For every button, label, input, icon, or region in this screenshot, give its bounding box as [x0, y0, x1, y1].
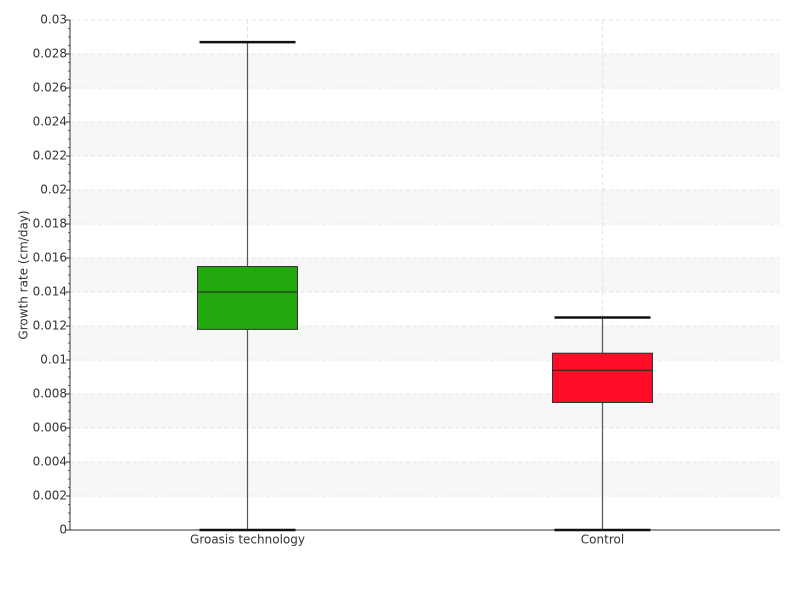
x-tick-label: Control: [581, 533, 624, 547]
y-axis-label: Growth rate (cm/day): [17, 210, 31, 339]
grid-band: [70, 258, 780, 292]
y-tick-label: 0.01: [40, 353, 67, 367]
x-tick-label: Groasis technology: [190, 533, 305, 547]
y-tick-label: 0.002: [33, 489, 67, 503]
y-tick-label: 0.028: [33, 47, 67, 61]
y-tick-label: 0.014: [33, 285, 67, 299]
y-tick-label: 0.022: [33, 149, 67, 163]
y-tick-label: 0.004: [33, 455, 67, 469]
y-tick-label: 0.024: [33, 115, 67, 129]
grid-band: [70, 122, 780, 156]
grid-band: [70, 394, 780, 428]
box: [197, 266, 298, 330]
grid-band: [70, 54, 780, 88]
y-tick-label: 0.006: [33, 421, 67, 435]
box: [552, 352, 653, 404]
y-tick-label: 0.026: [33, 81, 67, 95]
y-tick-label: 0.018: [33, 217, 67, 231]
grid-band: [70, 190, 780, 224]
y-tick-label: 0.012: [33, 319, 67, 333]
y-tick-label: 0: [59, 523, 67, 537]
y-tick-label: 0.02: [40, 183, 67, 197]
grid-band: [70, 326, 780, 360]
y-tick-label: 0.03: [40, 13, 67, 27]
grid-band: [70, 462, 780, 496]
y-tick-label: 0.016: [33, 251, 67, 265]
y-tick-label: 0.008: [33, 387, 67, 401]
